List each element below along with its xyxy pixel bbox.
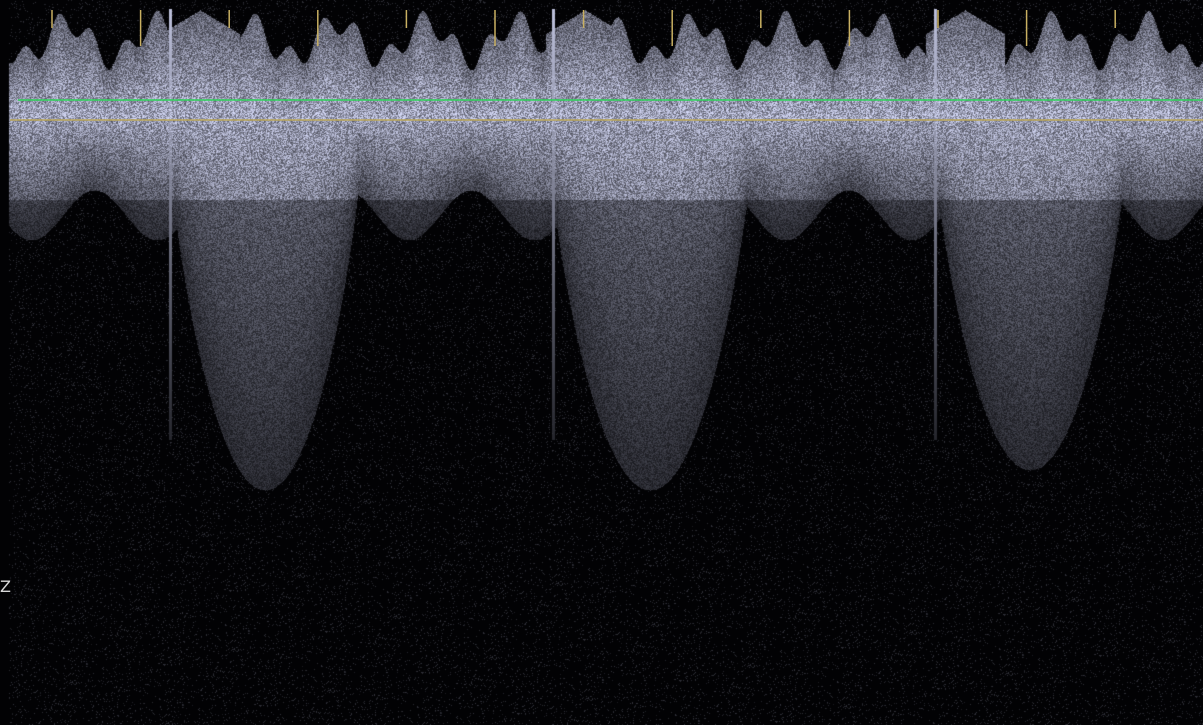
edge-mark-z: Z <box>0 577 11 596</box>
time-tick-marks <box>51 10 1116 46</box>
